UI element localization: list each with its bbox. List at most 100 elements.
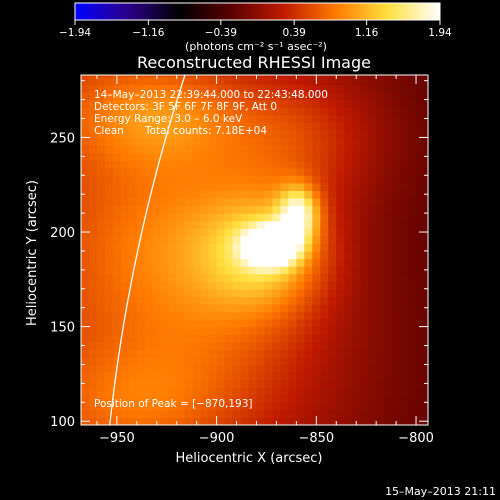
heatmap-cell bbox=[264, 356, 274, 366]
heatmap-cell bbox=[120, 387, 130, 396]
heatmap-cell bbox=[376, 356, 385, 366]
heatmap-cell bbox=[144, 129, 154, 139]
heatmap-cell bbox=[328, 205, 337, 214]
heatmap-cell bbox=[112, 145, 122, 154]
heatmap-cell bbox=[152, 250, 162, 260]
heatmap-cell bbox=[224, 326, 234, 335]
heatmap-cell bbox=[416, 84, 425, 93]
heatmap-cell bbox=[272, 167, 282, 176]
heatmap-cell bbox=[264, 84, 274, 93]
heatmap-cell bbox=[81, 114, 90, 123]
heatmap-cell bbox=[152, 372, 162, 381]
heatmap-cell bbox=[264, 281, 274, 290]
heatmap-cell bbox=[184, 167, 194, 176]
heatmap-cell bbox=[192, 311, 202, 320]
heatmap-cell bbox=[296, 334, 305, 343]
heatmap-cell bbox=[288, 190, 297, 199]
heatmap-cell bbox=[408, 228, 417, 237]
heatmap-cell bbox=[176, 349, 186, 358]
heatmap-cell bbox=[376, 334, 385, 343]
heatmap-cell bbox=[136, 266, 146, 275]
heatmap-cell bbox=[360, 99, 369, 108]
heatmap-cell bbox=[344, 122, 353, 131]
heatmap-cell bbox=[248, 341, 258, 350]
heatmap-cell bbox=[81, 99, 90, 108]
heatmap-cell bbox=[224, 76, 234, 86]
heatmap-cell bbox=[248, 84, 258, 93]
heatmap-cell bbox=[144, 334, 154, 343]
heatmap-cell bbox=[296, 213, 305, 222]
heatmap-cell bbox=[304, 326, 313, 335]
heatmap-cell bbox=[328, 379, 337, 388]
heatmap-cell bbox=[88, 220, 98, 229]
heatmap-cell bbox=[200, 387, 210, 396]
heatmap-cell bbox=[416, 364, 425, 373]
heatmap-cell bbox=[376, 190, 385, 199]
heatmap-cell bbox=[88, 394, 98, 403]
heatmap-cell bbox=[112, 114, 122, 123]
heatmap-cell bbox=[304, 190, 313, 199]
heatmap-cell bbox=[112, 334, 122, 343]
heatmap-cell bbox=[168, 273, 178, 282]
heatmap-cell bbox=[288, 372, 297, 381]
heatmap-cell bbox=[184, 76, 194, 86]
heatmap-cell bbox=[224, 114, 234, 123]
heatmap-cell bbox=[200, 228, 210, 237]
heatmap-cell bbox=[408, 250, 417, 260]
heatmap-cell bbox=[304, 341, 313, 350]
heatmap-cell bbox=[360, 213, 369, 222]
heatmap-cell bbox=[376, 235, 385, 244]
heatmap-cell bbox=[208, 235, 218, 244]
heatmap-cell bbox=[216, 235, 226, 244]
heatmap-cell bbox=[296, 319, 305, 328]
heatmap-cell bbox=[264, 122, 274, 131]
heatmap-cell bbox=[168, 84, 178, 93]
heatmap-cell bbox=[96, 152, 106, 161]
heatmap-cell bbox=[104, 197, 114, 207]
heatmap-cell bbox=[280, 303, 290, 313]
heatmap-cell bbox=[192, 387, 202, 396]
heatmap-cell bbox=[304, 137, 313, 146]
heatmap-cell bbox=[88, 182, 98, 192]
heatmap-cell bbox=[336, 341, 345, 350]
heatmap-cell bbox=[360, 409, 369, 419]
heatmap-cell bbox=[136, 137, 146, 146]
heatmap-cell bbox=[248, 311, 258, 320]
heatmap-cell bbox=[408, 84, 417, 93]
heatmap-cell bbox=[112, 182, 122, 192]
heatmap-cell bbox=[184, 160, 194, 169]
heatmap-cell bbox=[416, 409, 425, 419]
heatmap-cell bbox=[304, 75, 313, 78]
heatmap-cell bbox=[88, 402, 98, 411]
heatmap-cell bbox=[392, 175, 401, 184]
heatmap-cell bbox=[376, 364, 385, 373]
heatmap-cell bbox=[304, 281, 313, 290]
heatmap-cell bbox=[144, 205, 154, 214]
heatmap-cell bbox=[272, 220, 282, 229]
heatmap-cell bbox=[232, 409, 242, 419]
heatmap-cell bbox=[352, 266, 361, 275]
heatmap-cell bbox=[376, 402, 385, 411]
heatmap-cell bbox=[81, 75, 90, 78]
heatmap-cell bbox=[296, 349, 305, 358]
heatmap-cell bbox=[336, 160, 345, 169]
heatmap-cell bbox=[360, 152, 369, 161]
heatmap-cell bbox=[360, 205, 369, 214]
heatmap-cell bbox=[360, 356, 369, 366]
heatmap-cell bbox=[312, 281, 321, 290]
heatmap-cell bbox=[328, 197, 337, 207]
heatmap-cell bbox=[320, 213, 329, 222]
heatmap-cell bbox=[256, 107, 266, 116]
heatmap-cell bbox=[304, 334, 313, 343]
heatmap-cell bbox=[216, 387, 226, 396]
heatmap-cell bbox=[288, 129, 297, 139]
heatmap-cell bbox=[408, 152, 417, 161]
heatmap-cell bbox=[400, 326, 409, 335]
heatmap-cell bbox=[328, 303, 337, 313]
heatmap-cell bbox=[96, 379, 106, 388]
heatmap-cell bbox=[352, 281, 361, 290]
x-tick-label: −950 bbox=[99, 431, 135, 446]
heatmap-cell bbox=[144, 243, 154, 252]
heatmap-cell bbox=[392, 137, 401, 146]
